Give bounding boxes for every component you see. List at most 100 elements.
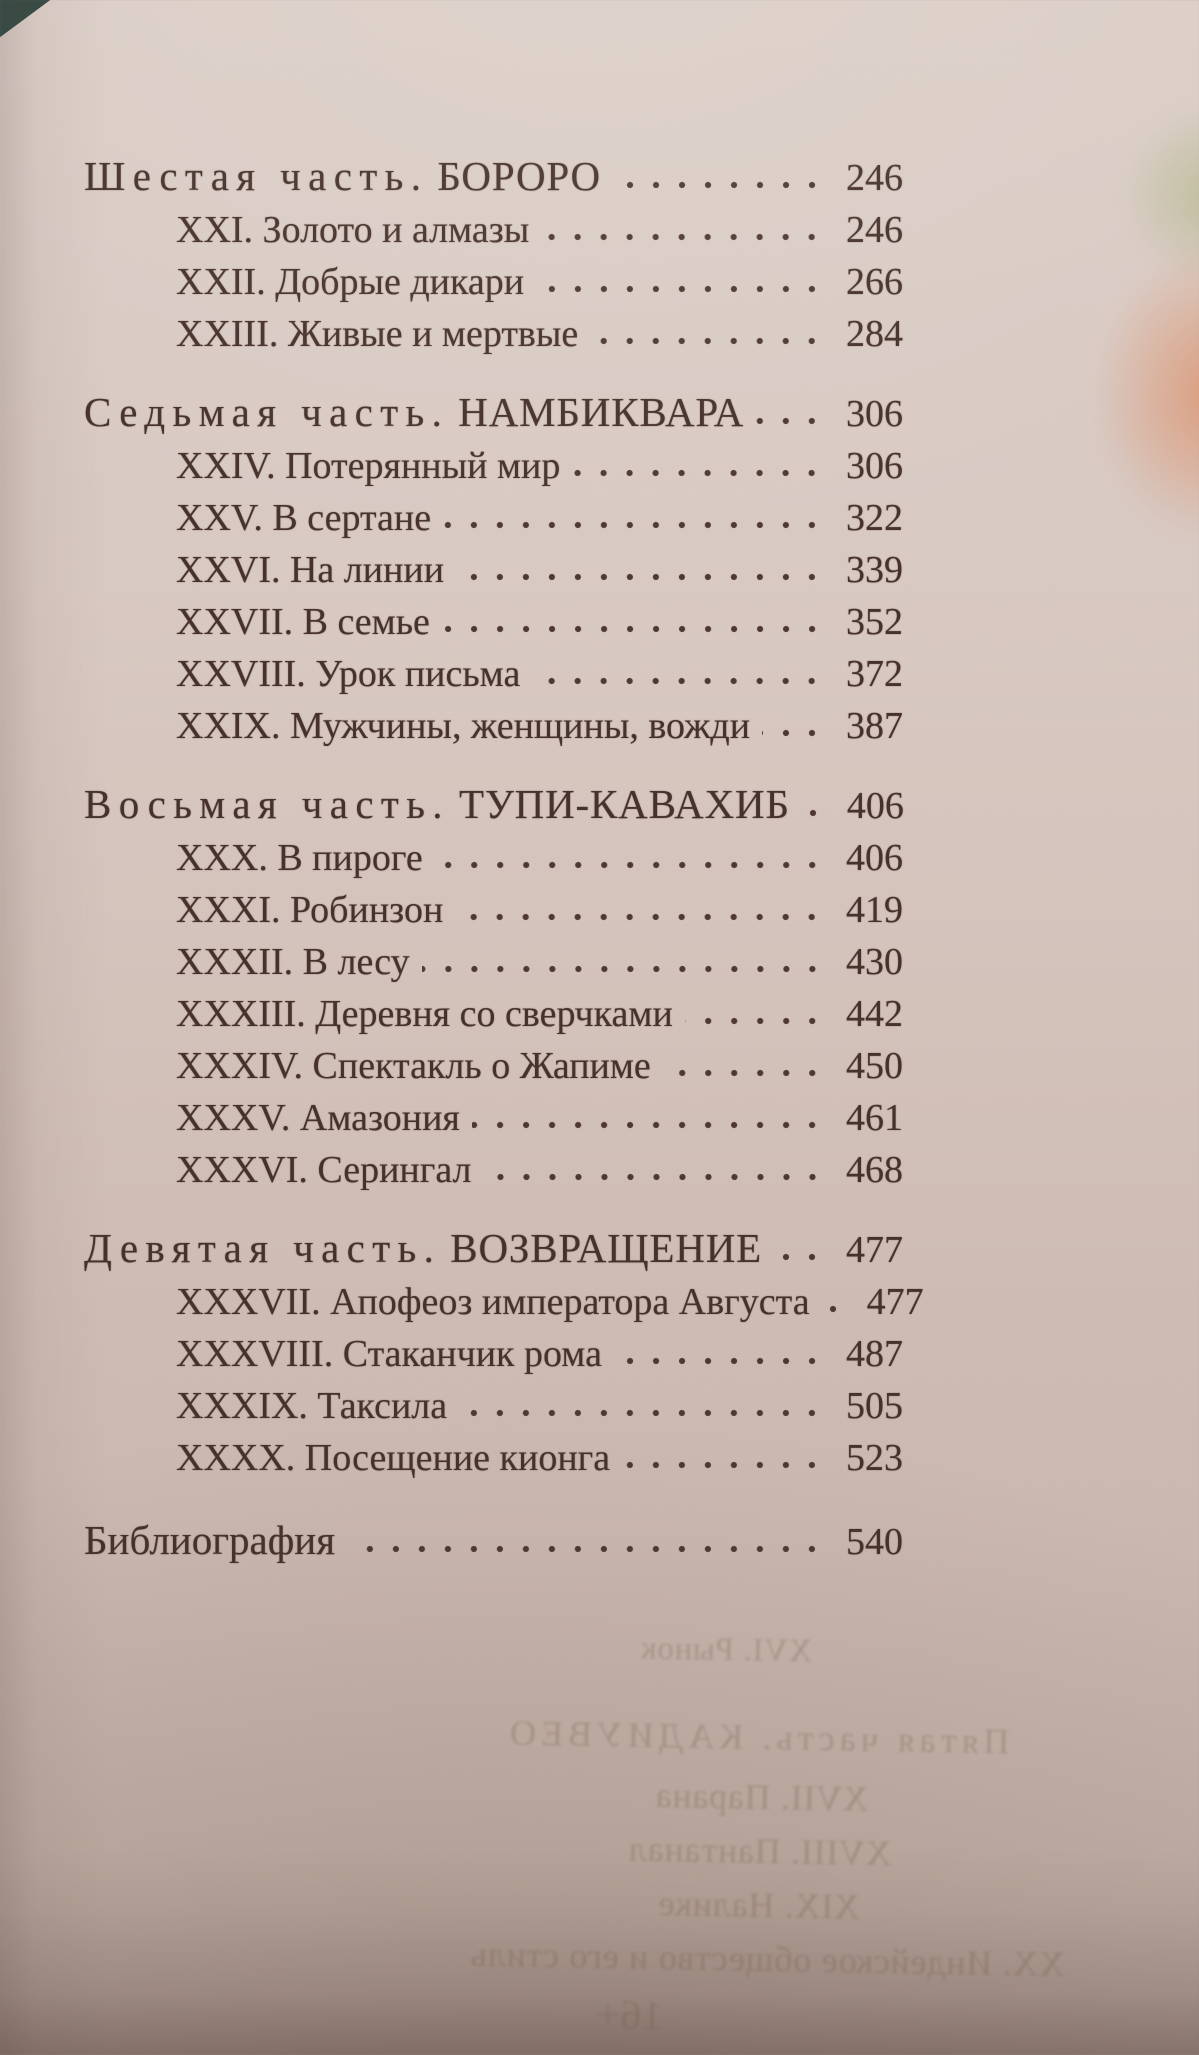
toc-row: XXXX. Посещение кионга 523 xyxy=(84,1432,903,1484)
toc-entry-title: XXV. В сертане xyxy=(176,497,432,539)
page-number: 339 xyxy=(846,549,903,591)
toc-entry-title: Девятая часть. ВОЗВРАЩЕНИЕ xyxy=(84,1222,762,1274)
toc-entry-title: Шестая часть. БОРОРО xyxy=(84,150,601,202)
toc-row: Девятая часть. ВОЗВРАЩЕНИЕ 477 xyxy=(84,1222,903,1276)
toc-list: Шестая часть. БОРОРО 246 XXI. Золото и алма… xyxy=(84,150,924,1568)
toc-entry-title: Седьмая часть. НАМБИКВАРА xyxy=(84,386,744,438)
dot-leader xyxy=(421,963,825,975)
part-prefix: Девятая часть. xyxy=(84,1225,442,1271)
toc-entry-title: XXI. Золото и алмазы xyxy=(176,209,530,251)
toc-row: XXXVI. Серингал 468 xyxy=(84,1144,903,1196)
toc-entry-title: XXXIII. Деревня со сверчками xyxy=(176,993,673,1035)
page-number: 284 xyxy=(846,313,903,355)
toc-entry-title: XXVII. В семье xyxy=(176,601,430,643)
toc-entry-title: XXVIII. Урок письма xyxy=(176,653,521,695)
toc-row: Седьмая часть. НАМБИКВАРА 306 xyxy=(84,386,903,440)
toc-row: XXXII. В лесу 430 xyxy=(84,936,903,988)
page-number: 461 xyxy=(846,1097,903,1139)
page-number: 352 xyxy=(846,601,903,643)
toc-row: XXXVII. Апофеоз императора Августа 477 xyxy=(84,1276,924,1328)
toc-row: XXVI. На линии 339 xyxy=(84,544,903,596)
page-number: 477 xyxy=(846,1229,903,1271)
toc-row: Восьмая часть. ТУПИ-КАВАХИБ 406 xyxy=(84,778,904,832)
toc-entry-title: XXXX. Посещение кионга xyxy=(176,1437,611,1479)
dot-leader xyxy=(622,1459,825,1471)
dot-leader xyxy=(471,1119,825,1131)
part-prefix: Шестая часть. xyxy=(84,153,429,199)
age-mark-ghost: 16+ xyxy=(594,1992,664,2040)
dot-leader xyxy=(434,859,825,871)
toc-row: XXXIV. Спектакль о Жапиме 450 xyxy=(84,1040,903,1092)
ghost-line: XVII. Парана xyxy=(654,1775,870,1819)
toc-entry-title: XXXVIII. Стаканчик рома xyxy=(176,1333,602,1375)
dot-leader xyxy=(456,571,825,583)
part-prefix: Восьмая часть. xyxy=(84,781,450,827)
ghost-line: XX. Индейское общество и его стиль xyxy=(469,1933,1066,1985)
toc-entry-title: XXXIX. Таксила xyxy=(176,1385,448,1427)
dot-leader xyxy=(541,231,825,243)
page-number: 246 xyxy=(846,209,903,251)
page-number: 266 xyxy=(846,261,903,303)
dot-leader xyxy=(821,1303,846,1315)
ghost-line: XVIII. Пантанал xyxy=(627,1828,893,1874)
toc-entry-title: XXIV. Потерянный мир xyxy=(176,445,561,487)
toc-entry-title: Восьмая часть. ТУПИ-КАВАХИБ xyxy=(84,778,790,830)
ghost-line: XIX. Налике xyxy=(657,1883,861,1927)
table-of-contents: Шестая часть. БОРОРО 246 XXI. Золото и алма… xyxy=(84,150,924,1568)
toc-entry-title: XXII. Добрые дикари xyxy=(176,261,525,303)
toc-entry-title: Библиография xyxy=(84,1517,336,1563)
page-number: 419 xyxy=(846,889,903,931)
dot-leader xyxy=(455,911,825,923)
page-number: 306 xyxy=(846,445,903,487)
page-number: 372 xyxy=(846,653,903,695)
dot-leader xyxy=(459,1407,825,1419)
part-name: БОРОРО xyxy=(437,153,601,199)
dot-leader xyxy=(483,1171,825,1183)
toc-entry-title: XXIII. Живые и мертвые xyxy=(176,313,579,355)
toc-entry-title: XXXI. Робинзон xyxy=(176,889,444,931)
toc-row: XXX. В пироге 406 xyxy=(84,832,903,884)
page-number: 430 xyxy=(846,941,903,983)
page-number: 246 xyxy=(846,157,903,199)
toc-row: XXXVIII. Стаканчик рома 487 xyxy=(84,1328,903,1380)
dot-leader xyxy=(536,283,825,295)
dot-leader xyxy=(613,1355,825,1367)
toc-row: Библиография 540 xyxy=(84,1514,903,1568)
page-number: 523 xyxy=(846,1437,903,1479)
dot-leader xyxy=(590,335,825,347)
toc-entry-title: XXXV. Амазония xyxy=(176,1097,460,1139)
toc-entry-title: XXXIV. Спектакль о Жапиме xyxy=(176,1045,651,1087)
page-number: 477 xyxy=(866,1281,924,1323)
dot-leader xyxy=(662,1067,825,1079)
page-number: 306 xyxy=(846,393,903,435)
toc-row: XXIV. Потерянный мир 306 xyxy=(84,440,903,492)
page-number: 505 xyxy=(846,1385,903,1427)
toc-entry-title: XXIX. Мужчины, женщины, вожди xyxy=(176,705,751,747)
ghost-line: XVI. Рынок xyxy=(639,1630,813,1670)
toc-row: XXXIII. Деревня со сверчками 442 xyxy=(84,988,903,1040)
dot-leader xyxy=(347,1543,825,1555)
part-name: ВОЗВРАЩЕНИЕ xyxy=(450,1225,762,1271)
toc-row: XXIX. Мужчины, женщины, вожди 387 xyxy=(84,700,903,752)
page-number: 322 xyxy=(846,497,903,539)
toc-entry-title: XXXVII. Апофеоз императора Августа xyxy=(176,1281,810,1323)
dot-leader xyxy=(774,1251,825,1263)
page-number: 450 xyxy=(846,1045,903,1087)
toc-row: XXIII. Живые и мертвые 284 xyxy=(84,308,903,360)
toc-row: XXXV. Амазония 461 xyxy=(84,1092,903,1144)
dot-leader xyxy=(572,467,825,479)
toc-entry-title: XXVI. На линии xyxy=(176,549,445,591)
page-number: 387 xyxy=(846,705,903,747)
dot-leader xyxy=(801,807,826,819)
page-number: 468 xyxy=(846,1149,903,1191)
part-name: НАМБИКВАРА xyxy=(458,389,745,435)
part-prefix: Седьмая часть. xyxy=(84,389,450,435)
page-number: 487 xyxy=(846,1333,903,1375)
part-name: ТУПИ-КАВАХИБ xyxy=(458,781,790,827)
page-number: 406 xyxy=(846,837,903,879)
dot-leader xyxy=(612,179,825,191)
dot-leader xyxy=(443,519,825,531)
dot-leader xyxy=(762,727,825,739)
page-number: 442 xyxy=(846,993,903,1035)
